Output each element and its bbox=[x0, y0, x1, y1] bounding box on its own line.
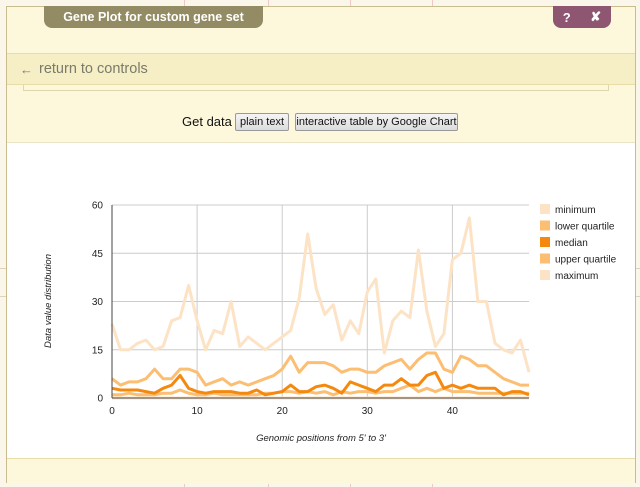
legend-label: lower quartile bbox=[555, 222, 615, 233]
line-chart: 0 15 30 45 60 0 10 20 30 40 minimum lower quartile… bbox=[43, 201, 617, 445]
series-line-upper-quartile bbox=[111, 351, 529, 387]
legend-label: minimum bbox=[555, 205, 596, 216]
window-buttons: ? ✘ bbox=[553, 6, 611, 28]
legend-label: upper quartile bbox=[555, 255, 617, 266]
series-line-maximum bbox=[110, 216, 531, 373]
return-label: return to controls bbox=[39, 61, 148, 77]
legend-swatch bbox=[540, 204, 550, 214]
x-tick-label: 20 bbox=[277, 406, 289, 417]
legend-swatch bbox=[540, 220, 550, 231]
help-button[interactable]: ? bbox=[562, 9, 571, 25]
return-to-controls-link[interactable]: ← return to controls bbox=[7, 53, 635, 85]
series-line-lower-quartile bbox=[112, 383, 529, 397]
google-chart-button[interactable]: interactive table by Google Chart bbox=[295, 113, 458, 131]
series-lines bbox=[110, 216, 531, 400]
legend-swatch bbox=[540, 270, 550, 280]
dialog-footer-band bbox=[7, 458, 635, 484]
x-tick-label: 30 bbox=[362, 406, 374, 417]
get-data-label: Get data bbox=[182, 114, 232, 129]
y-axis-label: Data value distribution bbox=[43, 254, 54, 348]
plain-text-button[interactable]: plain text bbox=[235, 113, 289, 131]
series-line-median bbox=[111, 370, 530, 397]
back-arrow-icon: ← bbox=[20, 61, 33, 77]
y-tick-label: 45 bbox=[92, 249, 104, 260]
legend: minimum lower quartile median upper quartil… bbox=[540, 204, 617, 282]
legend-swatch bbox=[540, 253, 550, 264]
x-tick-label: 10 bbox=[192, 406, 204, 417]
y-tick-label: 15 bbox=[92, 345, 104, 356]
x-axis-label: Genomic positions from 5' to 3' bbox=[256, 433, 387, 444]
dialog-title: Gene Plot for custom gene set bbox=[44, 6, 263, 28]
x-tick-label: 0 bbox=[109, 406, 115, 417]
legend-swatch bbox=[540, 237, 550, 247]
y-tick-label: 60 bbox=[92, 201, 104, 212]
controls-frame bbox=[23, 85, 609, 91]
close-button[interactable]: ✘ bbox=[590, 9, 602, 24]
y-tick-label: 0 bbox=[97, 394, 103, 405]
axes: 0 15 30 45 60 0 10 20 30 40 bbox=[92, 201, 529, 417]
x-tick-label: 40 bbox=[447, 406, 459, 417]
y-tick-label: 30 bbox=[92, 297, 104, 308]
legend-label: median bbox=[555, 238, 588, 249]
grid bbox=[111, 204, 529, 399]
legend-label: maximum bbox=[555, 271, 598, 282]
chart-panel: 0 15 30 45 60 0 10 20 30 40 minimum lower quartile… bbox=[7, 142, 635, 459]
